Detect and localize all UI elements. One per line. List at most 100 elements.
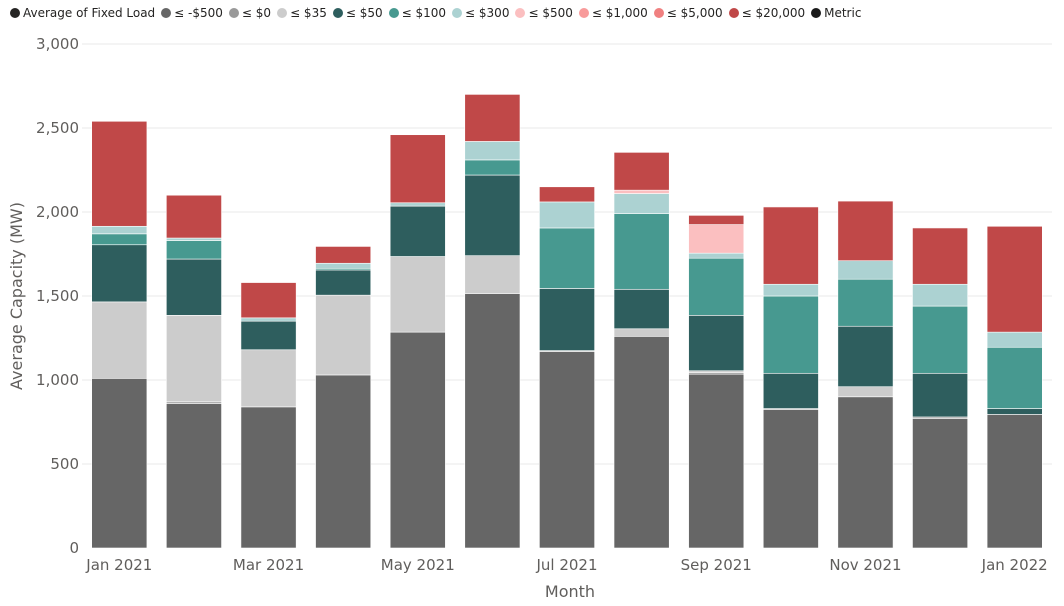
y-axis-label: Average Capacity (MW)	[7, 202, 26, 390]
bar-segment[interactable]	[762, 372, 819, 409]
legend-item[interactable]: ≤ -$500	[161, 6, 223, 20]
bar-segment[interactable]	[464, 255, 521, 294]
bar-segment[interactable]	[240, 282, 297, 319]
bar-segment[interactable]	[91, 233, 148, 246]
bar-segment[interactable]	[240, 406, 297, 549]
bar-segment[interactable]	[688, 315, 745, 372]
bar-segment[interactable]	[166, 194, 222, 239]
y-tick-label: 2,000	[36, 203, 79, 221]
bar-segment[interactable]	[539, 227, 595, 289]
bar-segment[interactable]	[986, 331, 1043, 348]
y-axis-ticks: 0 500 1,000 1,500 2,000 2,500 3,000	[36, 35, 79, 557]
bar-segment[interactable]	[539, 288, 595, 351]
bar-segment[interactable]	[166, 240, 222, 260]
bar-segment[interactable]	[91, 301, 148, 379]
bar-segment[interactable]	[837, 278, 894, 327]
x-tick-label: Jul 2021	[535, 556, 597, 574]
bar-segment[interactable]	[986, 414, 1043, 549]
bar-segment[interactable]	[389, 202, 446, 207]
bar-segment[interactable]	[315, 262, 372, 269]
bar-segment[interactable]	[912, 283, 968, 307]
legend-label: ≤ $1,000	[591, 6, 648, 20]
legend-swatch	[452, 8, 463, 18]
bar-segment[interactable]	[539, 201, 595, 229]
y-tick-label: 1,000	[36, 371, 79, 389]
bar-segment[interactable]	[91, 225, 148, 235]
bar-segment[interactable]	[912, 418, 968, 549]
bar-segment[interactable]	[166, 237, 222, 241]
bar-segment[interactable]	[912, 372, 968, 418]
bar-segment[interactable]	[688, 215, 745, 225]
bar-segment[interactable]	[762, 295, 819, 374]
bar-segment[interactable]	[389, 205, 446, 257]
bar-segment[interactable]	[613, 152, 670, 191]
legend-swatch	[811, 8, 822, 18]
legend-swatch	[388, 8, 399, 18]
bar-segment[interactable]	[389, 256, 446, 333]
bar-segment[interactable]	[464, 293, 521, 549]
legend-item[interactable]: ≤ $20,000	[728, 6, 805, 20]
legend-label: Average of Fixed Load	[23, 6, 156, 20]
bar-segment[interactable]	[613, 328, 670, 337]
bar-segment[interactable]	[240, 349, 297, 408]
bar-segment[interactable]	[240, 317, 297, 322]
bar-segment[interactable]	[464, 94, 521, 142]
x-axis-label: Month	[545, 582, 595, 601]
legend-swatch	[653, 8, 664, 18]
bars	[91, 94, 1043, 549]
bar-segment[interactable]	[166, 258, 222, 316]
bar-segment[interactable]	[613, 336, 670, 549]
bar-segment[interactable]	[837, 260, 894, 280]
bar-segment[interactable]	[762, 283, 819, 297]
bar-segment[interactable]	[613, 288, 670, 330]
legend-label: ≤ $35	[290, 6, 327, 20]
bar-segment[interactable]	[464, 159, 521, 176]
legend-item[interactable]: ≤ $50	[332, 6, 383, 20]
bar-segment[interactable]	[613, 193, 670, 214]
legend-item[interactable]: ≤ $1,000	[578, 6, 648, 20]
legend-item[interactable]: ≤ $0	[228, 6, 271, 20]
bar-segment[interactable]	[688, 224, 745, 254]
bar-segment[interactable]	[315, 246, 372, 264]
legend-item[interactable]: Metric	[811, 6, 861, 20]
bar-segment[interactable]	[166, 315, 222, 403]
bar-segment[interactable]	[91, 378, 148, 549]
legend-item[interactable]: ≤ $35	[277, 6, 327, 20]
bar-segment[interactable]	[315, 269, 372, 296]
bar-segment[interactable]	[613, 213, 670, 290]
bar-segment[interactable]	[837, 200, 894, 262]
bar-segment[interactable]	[389, 134, 446, 204]
legend-item[interactable]: ≤ $300	[452, 6, 509, 20]
bar-segment[interactable]	[464, 141, 521, 161]
legend-item[interactable]: Average of Fixed Load	[10, 6, 155, 20]
bar-segment[interactable]	[539, 186, 595, 203]
x-tick-label: Jan 2021	[85, 556, 152, 574]
bar-segment[interactable]	[315, 294, 372, 376]
bar-segment[interactable]	[986, 225, 1043, 333]
bar-segment[interactable]	[688, 257, 745, 316]
bar-segment[interactable]	[91, 120, 148, 227]
bar-segment[interactable]	[837, 396, 894, 549]
bar-segment[interactable]	[837, 386, 894, 398]
bar-segment[interactable]	[166, 403, 222, 549]
bar-segment[interactable]	[539, 351, 595, 549]
bar-segment[interactable]	[688, 252, 745, 259]
bar-segment[interactable]	[986, 346, 1043, 409]
bar-segment[interactable]	[912, 227, 968, 285]
bar-segment[interactable]	[912, 305, 968, 374]
bar-segment[interactable]	[762, 409, 819, 549]
bar-segment[interactable]	[837, 325, 894, 388]
bar-segment[interactable]	[389, 331, 446, 549]
legend-item[interactable]: ≤ $5,000	[653, 6, 723, 20]
bar-segment[interactable]	[315, 374, 372, 549]
legend-item[interactable]: ≤ $500	[515, 6, 573, 20]
legend-item[interactable]: ≤ $100	[388, 6, 446, 20]
bar-segment[interactable]	[91, 244, 148, 303]
bar-segment[interactable]	[688, 373, 745, 549]
bar-segment[interactable]	[986, 408, 1043, 415]
bar-segment[interactable]	[762, 206, 819, 285]
bar-segment[interactable]	[464, 174, 521, 256]
bar-segment[interactable]	[240, 320, 297, 351]
bar-segment[interactable]	[613, 189, 670, 194]
